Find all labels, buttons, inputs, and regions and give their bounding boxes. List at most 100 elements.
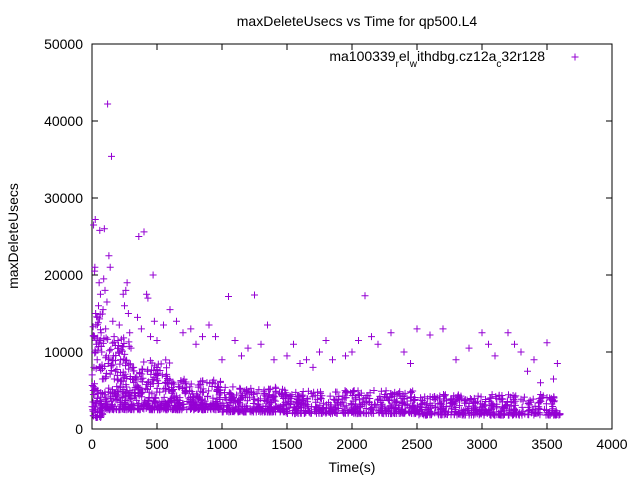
data-point [296, 393, 304, 401]
data-point [149, 271, 157, 279]
data-point [530, 356, 538, 364]
data-series [88, 100, 564, 421]
data-point [125, 338, 133, 346]
data-point [352, 393, 360, 401]
data-point [333, 401, 341, 409]
data-point [94, 313, 102, 321]
data-point [113, 375, 121, 383]
y-tick-label: 10000 [44, 344, 83, 360]
data-point [110, 333, 118, 341]
data-point [537, 397, 545, 405]
data-point [166, 306, 174, 314]
data-point [122, 286, 130, 294]
data-point [135, 233, 143, 240]
data-point [441, 392, 449, 400]
data-point [168, 399, 176, 407]
data-point [144, 385, 152, 393]
data-point [221, 383, 229, 391]
data-point [518, 403, 526, 411]
data-point [157, 360, 165, 368]
data-point [291, 406, 299, 414]
legend-marker [571, 53, 579, 61]
data-point [316, 348, 323, 356]
chart-title: maxDeleteUsecs vs Time for qp500.L4 [237, 13, 478, 29]
data-point [231, 397, 239, 405]
data-point [182, 378, 190, 386]
data-point [477, 393, 485, 401]
data-point [130, 363, 138, 371]
data-point [117, 335, 125, 343]
plot-frame [91, 43, 613, 430]
data-point [150, 317, 158, 325]
data-point [393, 410, 401, 418]
data-point [193, 390, 201, 398]
data-point [92, 413, 100, 421]
data-point [91, 390, 99, 398]
data-point [361, 292, 369, 300]
data-point [417, 396, 425, 404]
data-point [106, 370, 114, 378]
data-point [435, 411, 443, 419]
data-point [103, 298, 111, 306]
data-point [210, 376, 218, 384]
data-point [113, 383, 121, 391]
data-point [251, 291, 258, 299]
data-point [236, 385, 244, 393]
data-point [169, 378, 177, 386]
data-point [266, 399, 274, 407]
data-point [102, 334, 110, 342]
data-point [242, 408, 250, 416]
data-point [89, 398, 97, 406]
data-point [90, 333, 98, 341]
data-point [136, 384, 144, 392]
data-point [121, 398, 129, 406]
data-point [532, 409, 540, 417]
data-point [359, 395, 367, 403]
data-point [209, 400, 217, 408]
data-point [89, 387, 97, 394]
data-point [311, 408, 319, 416]
data-point [282, 393, 290, 401]
data-point [342, 352, 349, 360]
data-point [91, 346, 99, 354]
data-point [115, 342, 123, 350]
data-point [550, 375, 557, 383]
data-point [102, 352, 110, 360]
data-point [487, 394, 495, 402]
data-point [540, 405, 548, 413]
data-point [109, 317, 117, 325]
data-point [238, 393, 246, 401]
data-point [88, 403, 96, 411]
y-tick-label: 30000 [44, 190, 83, 206]
data-point [238, 352, 245, 360]
data-point [168, 387, 176, 395]
data-point [122, 383, 130, 391]
data-point [341, 409, 349, 417]
data-point [400, 348, 408, 356]
data-point [457, 406, 465, 414]
data-point [287, 394, 295, 402]
data-point [266, 407, 274, 415]
data-point [266, 408, 274, 416]
data-point [147, 370, 155, 378]
data-point [139, 366, 147, 374]
data-point [108, 361, 116, 369]
data-point [473, 397, 481, 405]
data-point [151, 398, 159, 406]
data-point [120, 389, 128, 397]
data-point [253, 390, 261, 398]
data-point [512, 392, 520, 400]
data-point [167, 394, 175, 402]
data-point [524, 411, 532, 419]
data-point [461, 396, 469, 404]
data-point [114, 376, 122, 384]
data-point [368, 403, 376, 411]
data-point [387, 390, 395, 398]
data-point [105, 384, 113, 392]
data-point [116, 360, 124, 368]
data-point [298, 404, 306, 412]
data-point [329, 356, 336, 364]
data-point [486, 394, 494, 402]
data-point [423, 404, 431, 412]
